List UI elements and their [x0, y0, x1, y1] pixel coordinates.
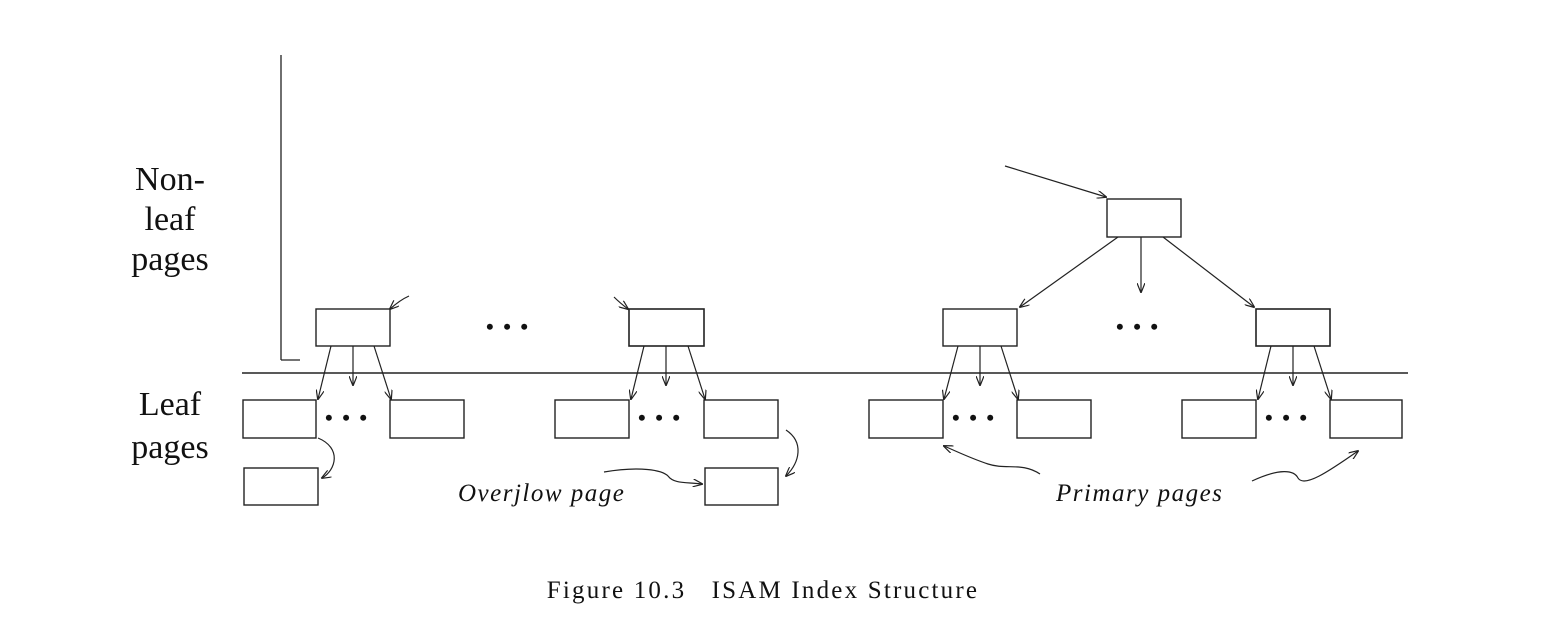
ellipsis-nonleaf-2: • • •: [1116, 314, 1161, 339]
root-to-child-right: [1162, 236, 1254, 307]
leaf-label-line1: Leaf: [138, 386, 202, 423]
nonleaf-node-4: [1255, 308, 1331, 347]
nonleaf-label: Non-leaf pages: [110, 160, 230, 280]
leaf-pointers: [318, 345, 1331, 399]
leaf-page: [1329, 399, 1403, 439]
overflow-label-arrow: [603, 468, 702, 484]
nonleaf-node-1: [315, 308, 391, 347]
ellipsis-nonleaf-1: • • •: [486, 314, 531, 339]
primary-label-arrow-right: [1251, 451, 1358, 482]
overflow-chain-arrow-2: [786, 429, 799, 476]
figure-caption: Figure 10.3 ISAM Index Structure: [546, 577, 980, 604]
overflow-chain-arrow-1: [317, 437, 335, 478]
ellipsis-leaf-4: • • •: [1265, 405, 1310, 430]
leaf-pages: [242, 399, 1403, 439]
leaf-page: [1016, 399, 1092, 439]
nonleaf-label-line2: pages: [131, 241, 209, 278]
leaf-page: [389, 399, 465, 439]
root-pointer-arrow: [1004, 165, 1106, 197]
leaf-label-line2: pages: [131, 429, 209, 466]
leaf-page: [242, 399, 317, 439]
ellipsis-leaf-3: • • •: [952, 405, 997, 430]
overflow-page-1: [243, 467, 319, 506]
nonleaf-bracket: [280, 55, 300, 361]
nonleaf-label-line1: Non-leaf: [135, 161, 205, 238]
incoming-arrow-2: [613, 296, 628, 309]
overflow-page-2: [704, 467, 779, 506]
primary-label-arrow-left: [944, 446, 1041, 475]
overflow-page-label: Overjlow page: [458, 480, 626, 507]
root-node: [1106, 198, 1182, 238]
ellipsis-leaf-2: • • •: [638, 405, 683, 430]
leaf-page: [1181, 399, 1257, 439]
leaf-page: [703, 399, 779, 439]
leaf-label: Leaf pages: [110, 385, 230, 468]
ellipsis-leaf-1: • • •: [325, 405, 370, 430]
primary-pages-label: Primary pages: [1056, 480, 1224, 507]
leaf-page: [554, 399, 630, 439]
root-to-child-left: [1020, 236, 1119, 307]
nonleaf-node-2: [628, 308, 705, 347]
leaf-page: [868, 399, 944, 439]
incoming-arrow-1: [390, 295, 410, 309]
nonleaf-node-3: [942, 308, 1018, 347]
